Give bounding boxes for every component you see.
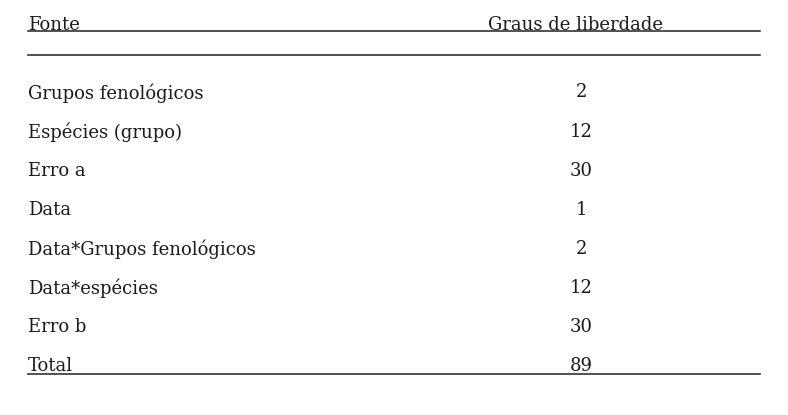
Text: 30: 30 xyxy=(570,161,593,180)
Text: 2: 2 xyxy=(575,239,587,258)
Text: Erro a: Erro a xyxy=(28,161,85,180)
Text: Grupos fenológicos: Grupos fenológicos xyxy=(28,83,203,103)
Text: Fonte: Fonte xyxy=(28,16,80,34)
Text: Total: Total xyxy=(28,357,72,375)
Text: 12: 12 xyxy=(570,278,593,297)
Text: Espécies (grupo): Espécies (grupo) xyxy=(28,122,181,142)
Text: Erro b: Erro b xyxy=(28,318,86,336)
Text: 30: 30 xyxy=(570,318,593,336)
Text: Data*Grupos fenológicos: Data*Grupos fenológicos xyxy=(28,239,255,259)
Text: Data: Data xyxy=(28,200,71,219)
Text: 2: 2 xyxy=(575,83,587,101)
Text: 1: 1 xyxy=(575,200,587,219)
Text: Data*espécies: Data*espécies xyxy=(28,278,158,298)
Text: Graus de liberdade: Graus de liberdade xyxy=(488,16,663,34)
Text: 89: 89 xyxy=(570,357,593,375)
Text: 12: 12 xyxy=(570,122,593,141)
